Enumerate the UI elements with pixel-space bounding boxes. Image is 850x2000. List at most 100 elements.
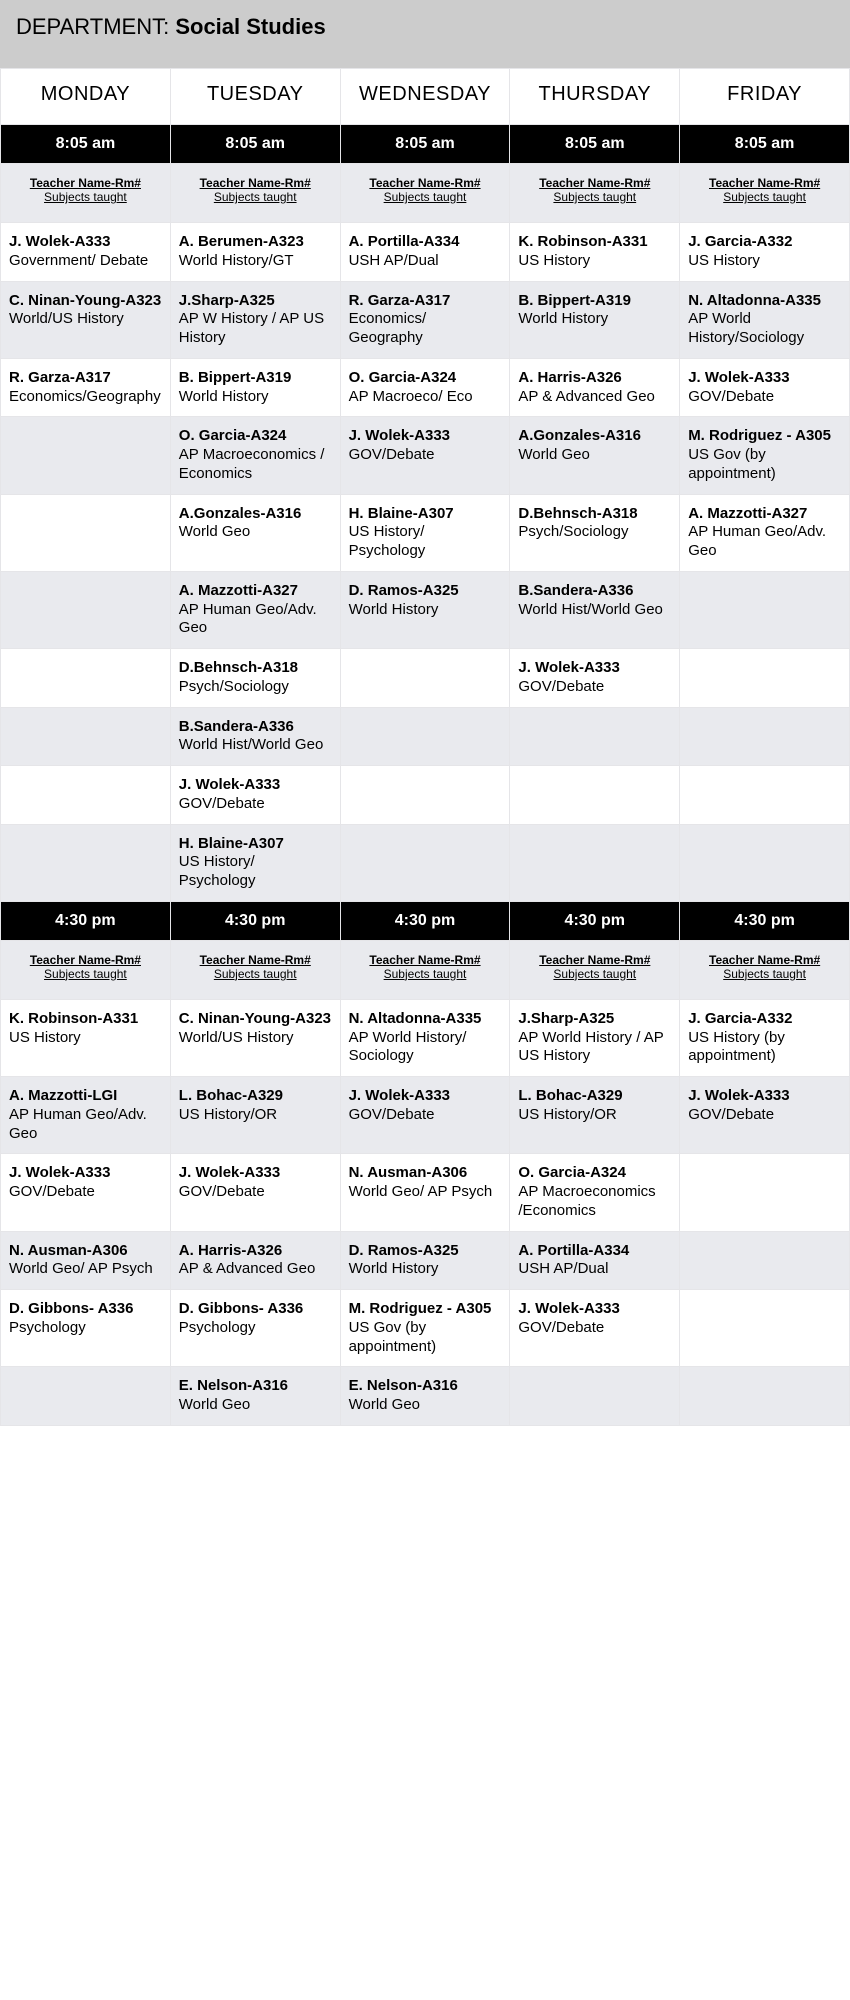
- subjects-taught: Psych/Sociology: [518, 523, 671, 542]
- subjects-taught: US Gov (by appointment): [349, 1319, 502, 1357]
- schedule-cell: [1, 1367, 171, 1426]
- subjects-taught: AP Macroeconomics / Economics: [179, 446, 332, 484]
- schedule-cell: J. Wolek-A333GOV/Debate: [680, 1077, 850, 1154]
- table-row: A.Gonzales-A316World GeoH. Blaine-A307US…: [1, 494, 850, 571]
- schedule-cell: K. Robinson-A331US History: [510, 223, 680, 282]
- schedule-cell: [340, 824, 510, 901]
- subjects-taught: World/US History: [179, 1029, 332, 1048]
- subjects-taught: Economics/ Geography: [349, 310, 502, 348]
- schedule-cell: A. Portilla-A334USH AP/Dual: [340, 223, 510, 282]
- department-name: Social Studies: [175, 14, 325, 39]
- schedule-cell: [1, 707, 171, 766]
- teacher-room: A. Berumen-A323: [179, 233, 332, 252]
- time-cell: 4:30 pm: [170, 901, 340, 940]
- table-row: E. Nelson-A316World GeoE. Nelson-A316Wor…: [1, 1367, 850, 1426]
- subjects-taught: AP & Advanced Geo: [179, 1260, 332, 1279]
- teacher-room: J. Garcia-A332: [688, 233, 841, 252]
- teacher-room: L. Bohac-A329: [179, 1087, 332, 1106]
- teacher-room: C. Ninan-Young-A323: [9, 292, 162, 311]
- teacher-room: J.Sharp-A325: [179, 292, 332, 311]
- schedule-table: MONDAY TUESDAY WEDNESDAY THURSDAY FRIDAY…: [0, 68, 850, 1426]
- subjects-taught: AP Macroeconomics /Economics: [518, 1183, 671, 1221]
- schedule-cell: N. Altadonna-A335AP World History/Sociol…: [680, 281, 850, 358]
- schedule-cell: A. Mazzotti-A327AP Human Geo/Adv. Geo: [170, 571, 340, 648]
- subheader-cell: Teacher Name-Rm#Subjects taught: [1, 940, 171, 999]
- subjects-taught: Economics/Geography: [9, 388, 162, 407]
- schedule-cell: M. Rodriguez - A305US Gov (by appointmen…: [680, 417, 850, 494]
- day-header: THURSDAY: [510, 69, 680, 125]
- teacher-room: J. Wolek-A333: [349, 427, 502, 446]
- subjects-taught: US History: [9, 1029, 162, 1048]
- subjects-taught: AP Human Geo/Adv. Geo: [9, 1106, 162, 1144]
- teacher-room: C. Ninan-Young-A323: [179, 1010, 332, 1029]
- subjects-taught: GOV/Debate: [518, 1319, 671, 1338]
- teacher-room: M. Rodriguez - A305: [349, 1300, 502, 1319]
- teacher-room: B. Bippert-A319: [179, 369, 332, 388]
- schedule-cell: N. Ausman-A306World Geo/ AP Psych: [1, 1231, 171, 1290]
- subjects-taught: World Hist/World Geo: [179, 736, 332, 755]
- department-label: DEPARTMENT:: [16, 14, 175, 39]
- days-header-row: MONDAY TUESDAY WEDNESDAY THURSDAY FRIDAY: [1, 69, 850, 125]
- teacher-room: J. Wolek-A333: [179, 776, 332, 795]
- teacher-room: K. Robinson-A331: [518, 233, 671, 252]
- department-header: DEPARTMENT: Social Studies: [0, 0, 850, 68]
- teacher-room: H. Blaine-A307: [349, 505, 502, 524]
- schedule-cell: [680, 1231, 850, 1290]
- subjects-taught: World Geo: [179, 1396, 332, 1415]
- teacher-room: J. Wolek-A333: [688, 1087, 841, 1106]
- subheader-cell: Teacher Name-Rm#Subjects taught: [170, 940, 340, 999]
- subjects-taught: GOV/Debate: [688, 388, 841, 407]
- teacher-room: O. Garcia-A324: [349, 369, 502, 388]
- schedule-cell: J. Wolek-A333GOV/Debate: [510, 1290, 680, 1367]
- teacher-room: D. Gibbons- A336: [9, 1300, 162, 1319]
- schedule-cell: E. Nelson-A316World Geo: [340, 1367, 510, 1426]
- subjects-taught: AP Human Geo/Adv. Geo: [688, 523, 841, 561]
- schedule-cell: B.Sandera-A336World Hist/World Geo: [170, 707, 340, 766]
- teacher-room: J.Sharp-A325: [518, 1010, 671, 1029]
- teacher-room: L. Bohac-A329: [518, 1087, 671, 1106]
- subheader-cell: Teacher Name-Rm#Subjects taught: [170, 164, 340, 223]
- subjects-taught: Government/ Debate: [9, 252, 162, 271]
- time-cell: 4:30 pm: [340, 901, 510, 940]
- teacher-room: A. Mazzotti-A327: [179, 582, 332, 601]
- table-row: B.Sandera-A336World Hist/World Geo: [1, 707, 850, 766]
- subjects-taught: AP World History/Sociology: [688, 310, 841, 348]
- teacher-room: J. Wolek-A333: [179, 1164, 332, 1183]
- schedule-cell: [680, 766, 850, 825]
- schedule-cell: J. Wolek-A333Government/ Debate: [1, 223, 171, 282]
- schedule-cell: D. Ramos-A325World History: [340, 1231, 510, 1290]
- subjects-taught: World Geo/ AP Psych: [9, 1260, 162, 1279]
- schedule-cell: D.Behnsch-A318Psych/Sociology: [170, 649, 340, 708]
- schedule-cell: J. Wolek-A333GOV/Debate: [170, 766, 340, 825]
- time-cell: 4:30 pm: [680, 901, 850, 940]
- table-row: A. Mazzotti-A327AP Human Geo/Adv. GeoD. …: [1, 571, 850, 648]
- teacher-room: B.Sandera-A336: [518, 582, 671, 601]
- subjects-taught: US History/ Psychology: [179, 853, 332, 891]
- subjects-taught: Psych/Sociology: [179, 678, 332, 697]
- subjects-taught: AP World History / AP US History: [518, 1029, 671, 1067]
- subheader-cell: Teacher Name-Rm#Subjects taught: [680, 164, 850, 223]
- teacher-room: O. Garcia-A324: [179, 427, 332, 446]
- teacher-room: D.Behnsch-A318: [179, 659, 332, 678]
- subjects-taught: World/US History: [9, 310, 162, 329]
- teacher-room: R. Garza-A317: [9, 369, 162, 388]
- subjects-taught: AP Macroeco/ Eco: [349, 388, 502, 407]
- subjects-taught: Psychology: [179, 1319, 332, 1338]
- teacher-room: K. Robinson-A331: [9, 1010, 162, 1029]
- schedule-cell: J. Wolek-A333GOV/Debate: [170, 1154, 340, 1231]
- day-header: FRIDAY: [680, 69, 850, 125]
- schedule-cell: O. Garcia-A324AP Macroeco/ Eco: [340, 358, 510, 417]
- schedule-cell: A. Harris-A326AP & Advanced Geo: [510, 358, 680, 417]
- subjects-taught: US History/OR: [518, 1106, 671, 1125]
- schedule-cell: A. Mazzotti-A327AP Human Geo/Adv. Geo: [680, 494, 850, 571]
- table-row: K. Robinson-A331US History C. Ninan-Young…: [1, 999, 850, 1076]
- schedule-cell: A. Mazzotti-LGIAP Human Geo/Adv. Geo: [1, 1077, 171, 1154]
- schedule-cell: D. Gibbons- A336Psychology: [1, 1290, 171, 1367]
- schedule-cell: H. Blaine-A307US History/ Psychology: [340, 494, 510, 571]
- schedule-cell: R. Garza-A317Economics/Geography: [1, 358, 171, 417]
- schedule-cell: A. Portilla-A334USH AP/Dual: [510, 1231, 680, 1290]
- schedule-cell: D. Ramos-A325World History: [340, 571, 510, 648]
- subjects-taught: World Geo: [349, 1396, 502, 1415]
- schedule-cell: J. Garcia-A332US History: [680, 223, 850, 282]
- schedule-cell: [340, 707, 510, 766]
